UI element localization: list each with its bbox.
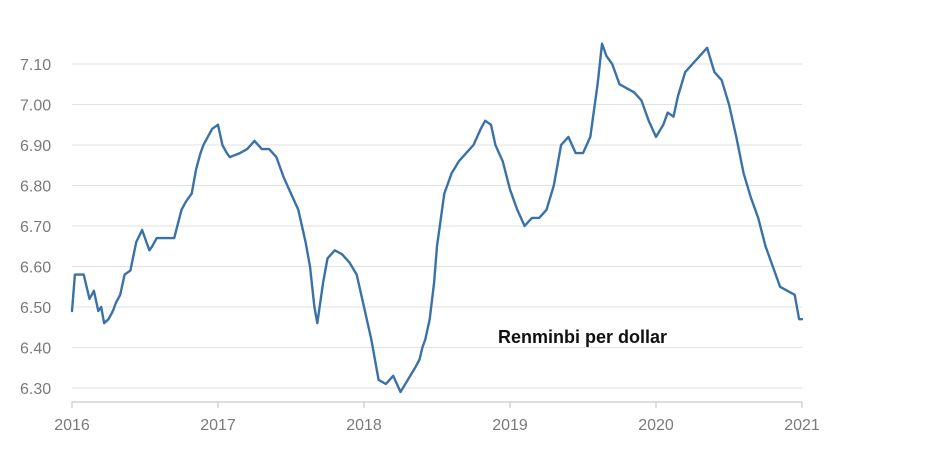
x-axis: 2016 2017 2018 2019 2020 2021 bbox=[54, 402, 820, 434]
chart-annotation: Renminbi per dollar bbox=[498, 327, 667, 347]
series-layer bbox=[70, 42, 804, 394]
x-tick-label: 2019 bbox=[492, 417, 528, 434]
y-tick-label: 6.90 bbox=[20, 138, 51, 155]
y-tick-label: 7.00 bbox=[20, 98, 51, 115]
y-axis: 6.30 6.40 6.50 6.60 6.70 6.80 6.90 7.00 7.10 bbox=[20, 57, 51, 398]
series-line bbox=[70, 42, 804, 394]
x-tick-label: 2018 bbox=[346, 417, 382, 434]
x-tick-label: 2017 bbox=[200, 417, 236, 434]
y-tick-label: 6.40 bbox=[20, 341, 51, 358]
y-tick-label: 6.80 bbox=[20, 179, 51, 196]
grid-layer bbox=[72, 63, 802, 403]
y-tick-label: 6.70 bbox=[20, 219, 51, 236]
x-tick-label: 2016 bbox=[54, 417, 90, 434]
y-tick-label: 6.30 bbox=[20, 381, 51, 398]
y-tick-label: 7.10 bbox=[20, 57, 51, 74]
x-tick-label: 2021 bbox=[784, 417, 820, 434]
x-tick-label: 2020 bbox=[638, 417, 674, 434]
y-tick-label: 6.50 bbox=[20, 300, 51, 317]
y-tick-label: 6.60 bbox=[20, 260, 51, 277]
